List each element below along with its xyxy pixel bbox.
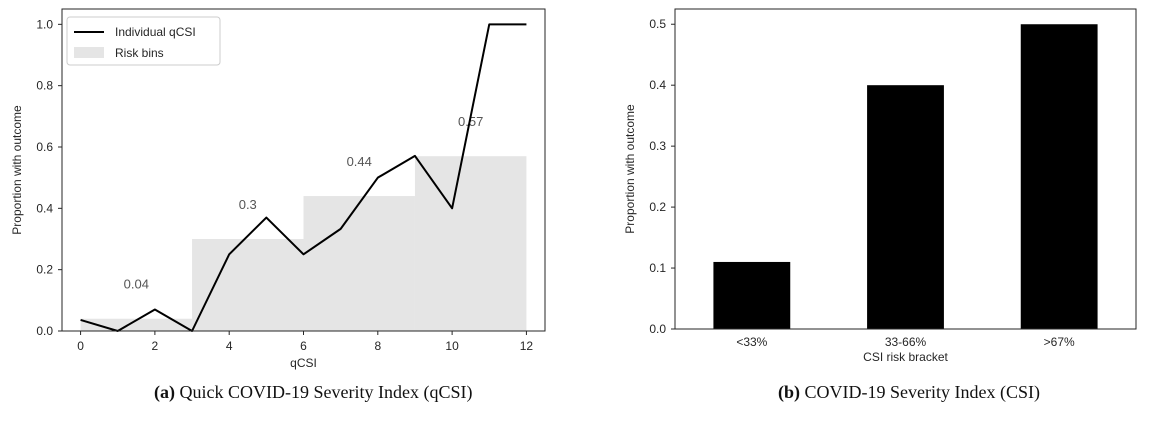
individual-qcsi-line: [80, 23, 527, 332]
caption-b-text: COVID-19 Severity Index (CSI): [800, 382, 1040, 402]
risk-bin-3: [414, 156, 527, 331]
x-tick-label-a-2: 4: [226, 339, 233, 353]
risk-bin-label-3: 0.57: [458, 114, 483, 129]
legend-label-bins: Risk bins: [115, 46, 164, 60]
x-tick-label-b-0: <33%: [736, 335, 767, 349]
legend-label-individual: Individual qCSI: [115, 25, 196, 39]
legend-bin-swatch: [74, 47, 104, 58]
risk-bin-1: [192, 239, 304, 331]
caption-b-tag: (b): [778, 382, 800, 402]
y-tick-label-b-4: 0.4: [649, 78, 666, 92]
x-tick-label-a-3: 6: [300, 339, 307, 353]
y-tick-label-b-2: 0.2: [649, 200, 666, 214]
y-tick-label-b-1: 0.1: [649, 261, 666, 275]
x-axis-label-a: qCSI: [290, 356, 317, 370]
caption-b: (b) COVID-19 Severity Index (CSI): [778, 382, 1040, 403]
y-axis-label-b: Proportion with outcome: [623, 104, 637, 234]
x-tick-label-a-1: 2: [152, 339, 159, 353]
bar-1: [867, 85, 944, 329]
y-tick-label-a-3: 0.6: [36, 140, 53, 154]
plot-b-frame: [674, 8, 1137, 330]
y-axis-label-a: Proportion with outcome: [10, 105, 24, 235]
risk-bin-label-2: 0.44: [347, 154, 372, 169]
x-tick-label-a-5: 10: [445, 339, 459, 353]
legend-box: [66, 16, 221, 66]
x-tick-label-a-6: 12: [520, 339, 534, 353]
risk-bin-label-1: 0.3: [239, 197, 257, 212]
y-tick-label-a-1: 0.2: [36, 263, 53, 277]
caption-a-tag: (a): [154, 382, 175, 402]
y-tick-label-a-4: 0.8: [36, 79, 53, 93]
x-tick-label-b-1: 33-66%: [885, 335, 927, 349]
y-tick-label-b-0: 0.0: [649, 322, 666, 336]
caption-a-text: Quick COVID-19 Severity Index (qCSI): [175, 382, 473, 402]
caption-a: (a) Quick COVID-19 Severity Index (qCSI): [154, 382, 472, 403]
x-tick-label-a-0: 0: [77, 339, 84, 353]
x-tick-label-b-2: >67%: [1044, 335, 1075, 349]
y-tick-label-a-2: 0.4: [36, 201, 53, 215]
risk-bin-2: [303, 196, 415, 331]
x-axis-label-b: CSI risk bracket: [863, 350, 948, 364]
y-tick-label-a-5: 1.0: [36, 17, 53, 31]
bar-0: [713, 261, 791, 329]
y-tick-label-b-5: 0.5: [649, 17, 666, 31]
y-tick-label-b-3: 0.3: [649, 139, 666, 153]
y-tick-label-a-0: 0.0: [36, 324, 53, 338]
risk-bin-label-0: 0.04: [124, 277, 149, 292]
bar-2: [1020, 24, 1098, 329]
x-tick-label-a-4: 8: [374, 339, 381, 353]
